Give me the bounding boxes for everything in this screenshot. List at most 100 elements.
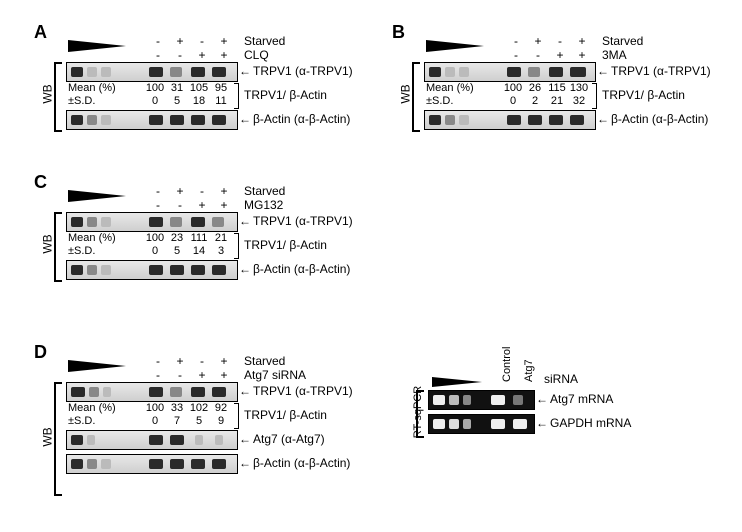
cond-name-mg132: MG132 [244,198,283,212]
sd-label: ±S.D. [68,95,126,107]
cond-sign: + [191,368,213,382]
ratio-label: TRPV1/ β-Actin [244,88,327,102]
figure-page: A - + - + Starved - - + + CLQ WB [0,0,742,532]
mean-val: 105 [188,82,210,94]
cond-sign: + [571,48,593,62]
cond-row-starved: - + - + [147,34,235,48]
sirna-col-atg7: Atg7 [523,359,535,382]
wb-label: WB [41,234,55,253]
sd-val: 18 [188,95,210,107]
mean-label: Mean (%) [68,402,126,414]
arrow-actin: β-Actin (α-β-Actin) [597,112,708,126]
cond-sign: + [191,48,213,62]
blot-actin [424,110,596,130]
sirna-col-control: Control [501,347,513,382]
cond-sign: - [147,354,169,368]
cond-name-starved: Starved [244,34,285,48]
mean-label: Mean (%) [68,232,126,244]
cond-sign: - [147,184,169,198]
sd-val: 7 [166,415,188,427]
mean-val: 21 [210,232,232,244]
cond-sign: + [213,354,235,368]
sd-val: 32 [568,95,590,107]
cond-row-clq: - - + + [147,48,235,62]
sd-val: 2 [524,95,546,107]
sd-label: ±S.D. [68,415,126,427]
sd-val: 9 [210,415,232,427]
gel-atg7 [428,390,535,410]
arrow-atg7-mrna: Atg7 mRNA [536,392,613,406]
cond-sign: + [549,48,571,62]
sd-val: 5 [188,415,210,427]
cond-sign: - [549,34,571,48]
wedge-icon [68,40,126,52]
ratio-brace [234,83,239,109]
blot-trpv1 [424,62,596,82]
cond-row-mg132: - - + + [147,198,235,212]
ratio-label: TRPV1/ β-Actin [244,408,327,422]
mean-val: 100 [144,82,166,94]
sd-val: 3 [210,245,232,257]
cond-sign: - [169,368,191,382]
wedge-icon [68,190,126,202]
sd-label: ±S.D. [426,95,484,107]
cond-name-3ma: 3MA [602,48,627,62]
cond-name-starved: Starved [244,354,285,368]
wb-bracket [412,62,420,132]
cond-sign: - [191,34,213,48]
blot-trpv1 [66,212,238,232]
gel-gapdh [428,414,535,434]
cond-sign: + [213,34,235,48]
cond-row-starved: - + - + [147,184,235,198]
cond-sign: - [505,34,527,48]
wb-bracket [54,382,62,496]
cond-sign: - [191,184,213,198]
blot-actin [66,260,238,280]
sd-val: 0 [144,245,166,257]
mean-val: 130 [568,82,590,94]
sd-val: 0 [144,415,166,427]
sd-label: ±S.D. [68,245,126,257]
mean-val: 115 [546,82,568,94]
cond-sign: - [147,34,169,48]
cond-sign: + [527,34,549,48]
mean-val: 31 [166,82,188,94]
cond-sign: - [169,48,191,62]
arrow-trpv1: TRPV1 (α-TRPV1) [597,64,711,78]
wb-bracket [54,212,62,282]
wb-bracket [54,62,62,132]
sd-val: 5 [166,95,188,107]
blot-actin [66,110,238,130]
cond-row-starved: - + - + [505,34,593,48]
arrow-actin: β-Actin (α-β-Actin) [239,456,350,470]
arrow-trpv1: TRPV1 (α-TRPV1) [239,64,353,78]
cond-sign: - [147,48,169,62]
blot-trpv1 [66,382,238,402]
mean-val: 33 [166,402,188,414]
ratio-label: TRPV1/ β-Actin [602,88,685,102]
cond-sign: + [213,184,235,198]
cond-row-atg7: - - + + [147,368,235,382]
blot-trpv1 [66,62,238,82]
cond-sign: + [213,198,235,212]
sd-val: 14 [188,245,210,257]
panel-a: - + - + Starved - - + + CLQ WB TRPV1 (α-… [34,22,374,132]
panel-d: - + - + Starved - - + + Atg7 siRNA WB TR… [34,342,734,512]
mean-val: 23 [166,232,188,244]
cond-sign: - [191,354,213,368]
ratio-brace [234,233,239,259]
arrow-trpv1: TRPV1 (α-TRPV1) [239,384,353,398]
mean-val: 102 [188,402,210,414]
cond-sign: - [505,48,527,62]
panel-c: - + - + Starved - - + + MG132 WB TRPV1 (… [34,172,374,282]
sd-val: 21 [546,95,568,107]
cond-row-starved: - + - + [147,354,235,368]
cond-name-clq: CLQ [244,48,269,62]
sirna-label: siRNA [544,372,578,386]
rt-label: RT-sqPCR [412,386,424,438]
cond-name-atg7: Atg7 siRNA [244,368,306,382]
sd-val: 5 [166,245,188,257]
arrow-trpv1: TRPV1 (α-TRPV1) [239,214,353,228]
wedge-icon [432,377,482,387]
cond-row-3ma: - - + + [505,48,593,62]
